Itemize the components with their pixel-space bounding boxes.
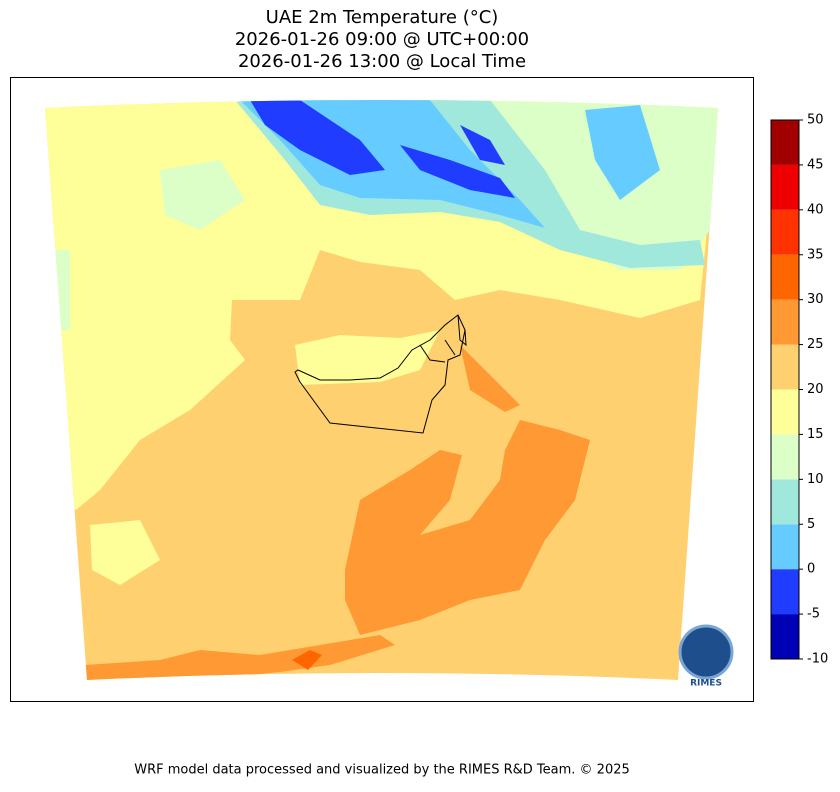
colorbar-bin xyxy=(771,344,799,390)
colorbar-bin xyxy=(771,389,799,435)
colorbar-bin xyxy=(771,479,799,525)
colorbar-bin xyxy=(771,434,799,480)
map-frame xyxy=(10,77,754,702)
field-0-5 xyxy=(585,105,660,200)
logo-text: RIMES xyxy=(690,679,722,689)
colorbar-tick-label: 45 xyxy=(807,157,824,172)
field-neg5-0 xyxy=(250,100,385,175)
footer: WRF model data processed and visualized … xyxy=(134,763,630,778)
logo-emblem xyxy=(678,624,734,680)
colorbar-tick-label: 15 xyxy=(807,427,824,442)
colorbar-tick-label: -10 xyxy=(807,652,828,667)
colorbar-tick-label: 50 xyxy=(807,113,824,128)
colorbar-bin xyxy=(771,254,799,300)
colorbar-tick-label: 40 xyxy=(807,202,824,217)
colorbar-bin xyxy=(771,209,799,255)
field-25-30 xyxy=(85,635,395,680)
colorbar-bin xyxy=(771,569,799,615)
field-10-15 xyxy=(490,100,718,270)
colorbar-tick-label: -5 xyxy=(807,607,820,622)
colorbar-bin xyxy=(771,524,799,570)
colorbar-tick-label: 20 xyxy=(807,382,824,397)
colorbar-tick-label: 10 xyxy=(807,472,824,487)
field-25-30 xyxy=(345,420,590,635)
title-line: 2026-01-26 13:00 @ Local Time xyxy=(238,51,526,72)
colorbar-tick-label: 5 xyxy=(807,517,815,532)
field-neg5-0 xyxy=(400,145,515,198)
field-25-30 xyxy=(460,345,520,412)
field-15-20 xyxy=(90,520,160,585)
colorbar-tick-label: 25 xyxy=(807,337,824,352)
title-line: UAE 2m Temperature (°C) xyxy=(266,7,499,28)
colorbar-tick-label: 35 xyxy=(807,247,824,262)
uae-border xyxy=(294,314,467,434)
title-line: 2026-01-26 09:00 @ UTC+00:00 xyxy=(235,29,529,50)
colorbar-bin xyxy=(771,120,799,165)
colorbar: -10 -5 0 5 10 15 20 25 30 35 40 45 50 xyxy=(770,113,828,667)
map xyxy=(45,100,718,680)
colorbar-bin xyxy=(771,299,799,345)
colorbar-bin xyxy=(771,164,799,210)
field-30-35 xyxy=(292,650,322,670)
colorbar-bin xyxy=(771,614,799,659)
colorbar-tick-label: 0 xyxy=(807,562,815,577)
field-10-15 xyxy=(45,250,70,330)
field-10-15 xyxy=(160,160,245,230)
logo: RIMES xyxy=(678,624,734,689)
field-neg5-0 xyxy=(460,125,505,165)
field-15-20 xyxy=(295,330,440,385)
emirate-border xyxy=(419,339,456,363)
colorbar-tick-label: 30 xyxy=(807,292,824,307)
